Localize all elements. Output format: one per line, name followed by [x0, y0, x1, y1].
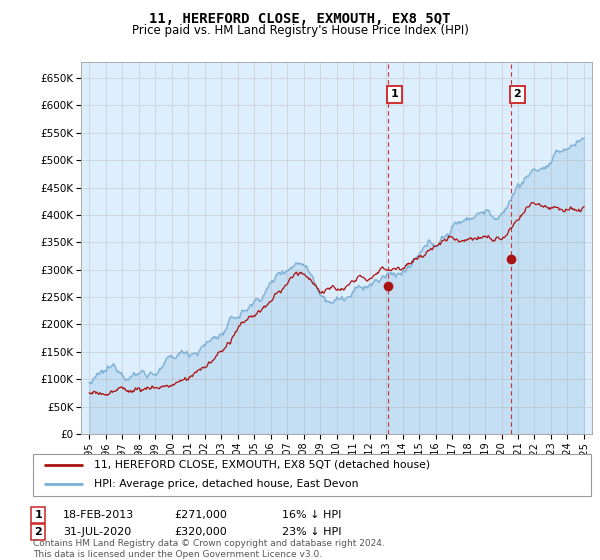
- Text: 1: 1: [391, 90, 398, 100]
- Text: 18-FEB-2013: 18-FEB-2013: [63, 510, 134, 520]
- Text: 31-JUL-2020: 31-JUL-2020: [63, 527, 131, 537]
- Text: 2: 2: [514, 90, 521, 100]
- Text: 11, HEREFORD CLOSE, EXMOUTH, EX8 5QT (detached house): 11, HEREFORD CLOSE, EXMOUTH, EX8 5QT (de…: [94, 460, 431, 470]
- Text: £320,000: £320,000: [174, 527, 227, 537]
- Text: 23% ↓ HPI: 23% ↓ HPI: [282, 527, 341, 537]
- Text: Price paid vs. HM Land Registry's House Price Index (HPI): Price paid vs. HM Land Registry's House …: [131, 24, 469, 37]
- FancyBboxPatch shape: [33, 454, 591, 496]
- Text: HPI: Average price, detached house, East Devon: HPI: Average price, detached house, East…: [94, 479, 359, 489]
- Text: 2: 2: [34, 527, 42, 537]
- Text: Contains HM Land Registry data © Crown copyright and database right 2024.
This d: Contains HM Land Registry data © Crown c…: [33, 539, 385, 559]
- Text: 16% ↓ HPI: 16% ↓ HPI: [282, 510, 341, 520]
- Text: 11, HEREFORD CLOSE, EXMOUTH, EX8 5QT: 11, HEREFORD CLOSE, EXMOUTH, EX8 5QT: [149, 12, 451, 26]
- Text: 1: 1: [34, 510, 42, 520]
- Text: £271,000: £271,000: [174, 510, 227, 520]
